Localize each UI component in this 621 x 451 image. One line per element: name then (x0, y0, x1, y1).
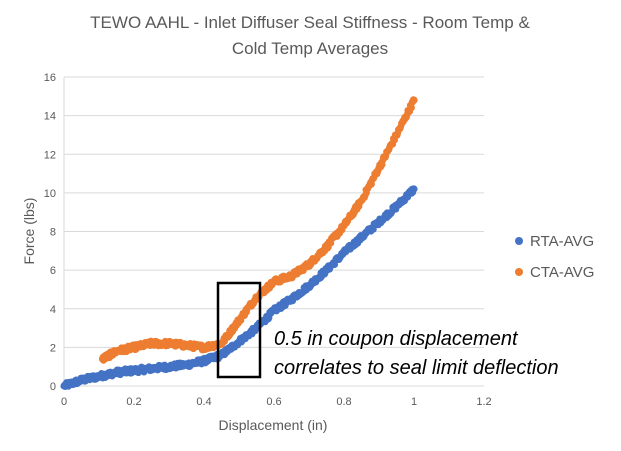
legend: RTA-AVG CTA-AVG (515, 233, 594, 281)
y-axis-label: Force (lbs) (21, 198, 37, 265)
annotation: 0.5 in coupon displacement correlates to… (216, 281, 559, 379)
y-tick-label: 8 (50, 227, 56, 239)
data-point (408, 104, 415, 112)
data-point (409, 96, 417, 104)
y-axis-ticks: 0 2 4 6 8 10 12 14 16 (44, 72, 56, 393)
legend-label-rta-avg: RTA-AVG (530, 233, 594, 250)
chart-title-line-2: Cold Temp Averages (232, 39, 388, 58)
series-cta-avg (98, 96, 418, 364)
x-tick-label: 0.8 (336, 396, 351, 408)
x-axis-ticks: 0 0.2 0.4 0.6 0.8 1 1.2 (61, 396, 492, 408)
y-tick-label: 6 (50, 265, 56, 277)
x-tick-label: 1.2 (476, 396, 491, 408)
legend-marker-rta-avg (515, 237, 523, 245)
y-tick-label: 10 (44, 188, 56, 200)
y-tick-label: 12 (44, 149, 56, 161)
chart-title-line-1: TEWO AAHL - Inlet Diffuser Seal Stiffnes… (90, 13, 530, 32)
y-tick-label: 2 (50, 342, 56, 354)
x-tick-label: 1 (411, 396, 417, 408)
annotation-line-1: 0.5 in coupon displacement (274, 328, 519, 350)
data-series (60, 96, 418, 391)
y-tick-label: 0 (50, 381, 56, 393)
legend-marker-cta-avg (515, 268, 523, 276)
annotation-line-2: correlates to seal limit deflection (274, 357, 559, 379)
chart-title: TEWO AAHL - Inlet Diffuser Seal Stiffnes… (90, 13, 530, 58)
x-tick-label: 0.2 (126, 396, 141, 408)
annotation-box (216, 281, 262, 379)
y-tick-label: 16 (44, 72, 56, 84)
y-tick-label: 14 (44, 111, 56, 123)
legend-label-cta-avg: CTA-AVG (530, 264, 594, 281)
data-point (409, 185, 417, 193)
series-rta-avg (60, 185, 418, 391)
x-axis-label: Displacement (in) (219, 417, 328, 433)
x-tick-label: 0 (61, 396, 67, 408)
x-tick-label: 0.4 (196, 396, 211, 408)
x-tick-label: 0.6 (266, 396, 281, 408)
y-tick-label: 4 (50, 304, 56, 316)
